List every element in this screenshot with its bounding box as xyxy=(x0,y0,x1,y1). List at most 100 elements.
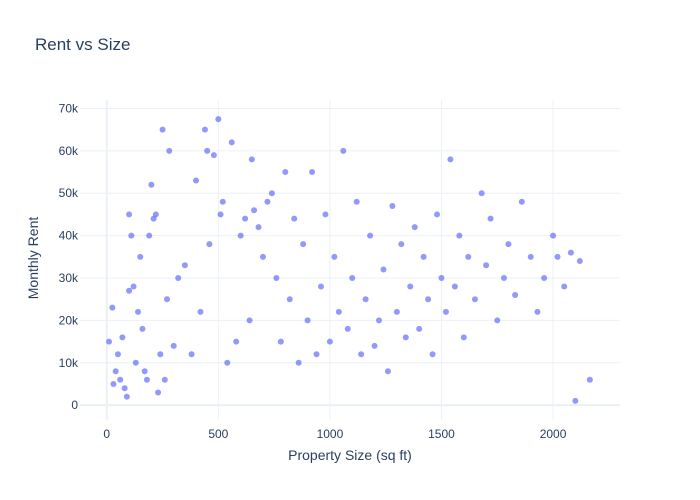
data-point xyxy=(132,359,139,366)
data-point xyxy=(137,253,144,260)
data-point xyxy=(494,317,501,324)
data-point xyxy=(380,266,387,273)
data-point xyxy=(130,283,137,290)
data-point xyxy=(251,207,258,214)
data-point xyxy=(204,147,211,154)
y-tick-label: 20k xyxy=(59,313,79,327)
x-axis-ticks: 0 500 1000 1500 2000 xyxy=(103,427,566,441)
data-point xyxy=(478,190,485,197)
data-point xyxy=(117,376,124,383)
data-point xyxy=(344,325,351,332)
x-tick-label: 2000 xyxy=(540,427,567,441)
data-point xyxy=(300,241,307,248)
data-point xyxy=(447,156,454,163)
data-point xyxy=(309,169,316,176)
data-point xyxy=(264,198,271,205)
data-point xyxy=(317,283,324,290)
y-tick-label: 10k xyxy=(59,356,79,370)
data-point xyxy=(313,351,320,358)
data-point xyxy=(534,308,541,315)
data-point xyxy=(286,296,293,303)
data-point xyxy=(398,241,405,248)
data-point xyxy=(456,232,463,239)
y-tick-label: 70k xyxy=(59,101,79,115)
data-point xyxy=(487,215,494,222)
data-point xyxy=(291,215,298,222)
data-point xyxy=(259,253,266,260)
gridlines xyxy=(80,100,620,420)
data-point xyxy=(188,351,195,358)
data-point xyxy=(161,376,168,383)
data-point xyxy=(242,215,249,222)
data-point xyxy=(110,380,117,387)
data-point xyxy=(170,342,177,349)
data-point xyxy=(541,275,548,282)
data-point xyxy=(572,397,579,404)
data-point xyxy=(157,351,164,358)
data-point xyxy=(349,275,356,282)
x-axis-title: Property Size (sq ft) xyxy=(288,447,412,463)
x-tick-label: 1000 xyxy=(317,427,344,441)
data-point xyxy=(434,211,441,218)
data-point xyxy=(164,296,171,303)
data-point xyxy=(146,232,153,239)
data-point xyxy=(442,308,449,315)
data-point xyxy=(340,147,347,154)
data-point xyxy=(237,232,244,239)
data-point xyxy=(159,126,166,133)
data-point xyxy=(201,126,208,133)
data-point xyxy=(512,291,519,298)
data-point xyxy=(246,317,253,324)
data-point xyxy=(175,275,182,282)
data-point xyxy=(155,389,162,396)
data-point xyxy=(586,376,593,383)
data-point xyxy=(483,262,490,269)
data-point xyxy=(224,359,231,366)
data-point xyxy=(135,308,142,315)
data-point xyxy=(527,253,534,260)
data-point xyxy=(465,253,472,260)
data-point xyxy=(518,198,525,205)
data-point xyxy=(331,253,338,260)
y-tick-label: 40k xyxy=(59,229,79,243)
data-point xyxy=(376,317,383,324)
data-point xyxy=(233,338,240,345)
data-point xyxy=(197,308,204,315)
y-axis-title: Monthly Rent xyxy=(25,217,41,300)
data-point xyxy=(219,198,226,205)
data-point xyxy=(550,232,557,239)
data-point xyxy=(106,338,113,345)
data-point xyxy=(109,304,116,311)
data-point xyxy=(362,296,369,303)
data-point xyxy=(322,211,329,218)
data-point xyxy=(217,211,224,218)
data-point xyxy=(567,249,574,256)
data-point xyxy=(141,368,148,375)
data-point xyxy=(128,232,135,239)
data-point xyxy=(407,283,414,290)
data-point xyxy=(166,147,173,154)
data-point xyxy=(255,224,262,231)
data-point xyxy=(402,334,409,341)
data-point xyxy=(420,253,427,260)
data-point xyxy=(505,241,512,248)
y-tick-label: 30k xyxy=(59,271,79,285)
data-point xyxy=(210,152,217,159)
data-point xyxy=(126,211,133,218)
data-point xyxy=(425,296,432,303)
data-point xyxy=(353,198,360,205)
x-tick-label: 500 xyxy=(208,427,228,441)
data-point xyxy=(139,325,146,332)
data-point xyxy=(460,334,467,341)
data-point xyxy=(411,224,418,231)
y-tick-label: 0 xyxy=(71,398,78,412)
data-point xyxy=(268,190,275,197)
data-point xyxy=(371,342,378,349)
data-point xyxy=(561,283,568,290)
data-point xyxy=(304,317,311,324)
data-point xyxy=(326,338,333,345)
data-point xyxy=(576,258,583,265)
data-point xyxy=(416,325,423,332)
data-point xyxy=(429,351,436,358)
y-axis-ticks: 0 10k 20k 30k 40k 50k 60k 70k xyxy=(59,101,79,412)
